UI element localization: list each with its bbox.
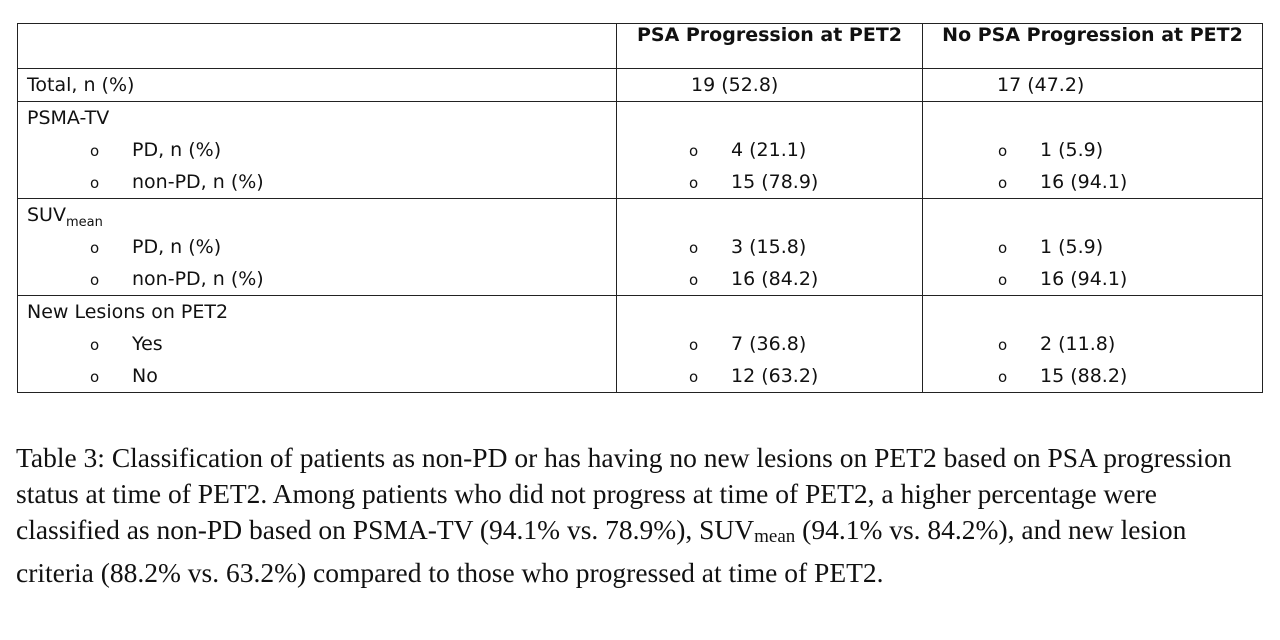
bullet-icon: o xyxy=(90,336,100,354)
row-label: Yes xyxy=(132,333,163,355)
bullet-icon: o xyxy=(90,271,100,289)
section-row-suv-mean: SUVmean o PD, n (%) o non-PD, n (%) o 3 (15… xyxy=(17,198,1263,296)
list-item: o 3 (15.8) xyxy=(617,231,922,263)
section-col3-cell: o 1 (5.9) o 16 (94.1) xyxy=(922,101,1263,199)
section-col3-cell: o 1 (5.9) o 16 (94.1) xyxy=(922,198,1263,296)
list-item: o non-PD, n (%) xyxy=(18,166,616,198)
list-item: o 12 (63.2) xyxy=(617,360,922,392)
section-title: New Lesions on PET2 xyxy=(18,296,616,328)
bullet-icon: o xyxy=(998,368,1008,386)
list-item: o No xyxy=(18,360,616,392)
bullet-icon: o xyxy=(998,271,1008,289)
bullet-icon: o xyxy=(689,239,699,257)
bullet-icon: o xyxy=(90,368,100,386)
total-row: Total, n (%) 19 (52.8) 17 (47.2) xyxy=(17,68,1263,102)
row-label: non-PD, n (%) xyxy=(132,171,264,193)
table-caption: Table 3: Classification of patients as n… xyxy=(16,440,1266,591)
section-col2-cell: o 4 (21.1) o 15 (78.9) xyxy=(616,101,923,199)
total-label-cell: Total, n (%) xyxy=(17,68,617,102)
section-row-psma-tv: PSMA-TV o PD, n (%) o non-PD, n (%) o 4 (21… xyxy=(17,101,1263,199)
cell-value: 15 (88.2) xyxy=(1040,365,1128,387)
section-title: SUVmean xyxy=(18,199,616,231)
list-item: o 16 (94.1) xyxy=(923,166,1262,198)
spacer xyxy=(923,102,1262,134)
header-psa-progression: PSA Progression at PET2 xyxy=(616,23,923,69)
bullet-icon: o xyxy=(90,142,100,160)
row-label: No xyxy=(132,365,158,387)
bullet-icon: o xyxy=(689,336,699,354)
bullet-icon: o xyxy=(689,174,699,192)
list-item: o 2 (11.8) xyxy=(923,328,1262,360)
cell-value: 3 (15.8) xyxy=(731,236,807,258)
list-item: o 4 (21.1) xyxy=(617,134,922,166)
total-col2-value: 19 (52.8) xyxy=(691,74,779,96)
section-title-text: New Lesions on PET2 xyxy=(27,301,229,323)
caption-text-part1: Table 3: Classification of patients as n… xyxy=(16,442,1232,545)
spacer xyxy=(923,296,1262,328)
list-item: o PD, n (%) xyxy=(18,134,616,166)
bullet-icon: o xyxy=(998,239,1008,257)
list-item: o 15 (78.9) xyxy=(617,166,922,198)
total-col2-cell: 19 (52.8) xyxy=(616,68,923,102)
spacer xyxy=(923,199,1262,231)
section-title-text: PSMA-TV xyxy=(27,107,110,129)
section-title-subscript: mean xyxy=(65,215,103,230)
list-item: o Yes xyxy=(18,328,616,360)
section-row-new-lesions: New Lesions on PET2 o Yes o No o 7 (36.8) o… xyxy=(17,295,1263,393)
spacer xyxy=(617,199,922,231)
list-item: o 7 (36.8) xyxy=(617,328,922,360)
bullet-icon: o xyxy=(998,336,1008,354)
caption-subscript: mean xyxy=(754,526,796,547)
header-cell-empty xyxy=(17,23,617,69)
spacer xyxy=(617,296,922,328)
section-col2-cell: o 7 (36.8) o 12 (63.2) xyxy=(616,295,923,393)
cell-value: 1 (5.9) xyxy=(1040,236,1104,258)
list-item: o 15 (88.2) xyxy=(923,360,1262,392)
list-item: o non-PD, n (%) xyxy=(18,263,616,295)
cell-value: 16 (84.2) xyxy=(731,268,819,290)
bullet-icon: o xyxy=(689,271,699,289)
header-psa-progression-label: PSA Progression at PET2 xyxy=(636,24,903,46)
row-label: PD, n (%) xyxy=(132,236,222,258)
total-col3-value: 17 (47.2) xyxy=(997,74,1085,96)
bullet-icon: o xyxy=(689,368,699,386)
cell-value: 7 (36.8) xyxy=(731,333,807,355)
caption-text-part2: (94.1% vs. 84.2%), and new lesion criter… xyxy=(16,514,1187,588)
results-table: PSA Progression at PET2 No PSA Progressi… xyxy=(17,23,1263,393)
cell-value: 4 (21.1) xyxy=(731,139,807,161)
list-item: o 16 (94.1) xyxy=(923,263,1262,295)
section-title-text: SUV xyxy=(27,204,66,226)
cell-value: 16 (94.1) xyxy=(1040,171,1128,193)
header-no-psa-progression: No PSA Progression at PET2 xyxy=(922,23,1263,69)
header-no-psa-progression-label: No PSA Progression at PET2 xyxy=(942,24,1243,46)
list-item: o 1 (5.9) xyxy=(923,134,1262,166)
spacer xyxy=(617,102,922,134)
section-title: PSMA-TV xyxy=(18,102,616,134)
total-label: Total, n (%) xyxy=(27,74,135,96)
section-label-cell: PSMA-TV o PD, n (%) o non-PD, n (%) xyxy=(17,101,617,199)
section-label-cell: SUVmean o PD, n (%) o non-PD, n (%) xyxy=(17,198,617,296)
bullet-icon: o xyxy=(998,142,1008,160)
section-label-cell: New Lesions on PET2 o Yes o No xyxy=(17,295,617,393)
section-col2-cell: o 3 (15.8) o 16 (84.2) xyxy=(616,198,923,296)
cell-value: 15 (78.9) xyxy=(731,171,819,193)
cell-value: 16 (94.1) xyxy=(1040,268,1128,290)
bullet-icon: o xyxy=(90,239,100,257)
bullet-icon: o xyxy=(689,142,699,160)
row-label: PD, n (%) xyxy=(132,139,222,161)
cell-value: 2 (11.8) xyxy=(1040,333,1116,355)
list-item: o PD, n (%) xyxy=(18,231,616,263)
section-col3-cell: o 2 (11.8) o 15 (88.2) xyxy=(922,295,1263,393)
header-row: PSA Progression at PET2 No PSA Progressi… xyxy=(17,23,1263,69)
total-col3-cell: 17 (47.2) xyxy=(922,68,1263,102)
row-label: non-PD, n (%) xyxy=(132,268,264,290)
bullet-icon: o xyxy=(90,174,100,192)
list-item: o 1 (5.9) xyxy=(923,231,1262,263)
cell-value: 12 (63.2) xyxy=(731,365,819,387)
cell-value: 1 (5.9) xyxy=(1040,139,1104,161)
list-item: o 16 (84.2) xyxy=(617,263,922,295)
bullet-icon: o xyxy=(998,174,1008,192)
